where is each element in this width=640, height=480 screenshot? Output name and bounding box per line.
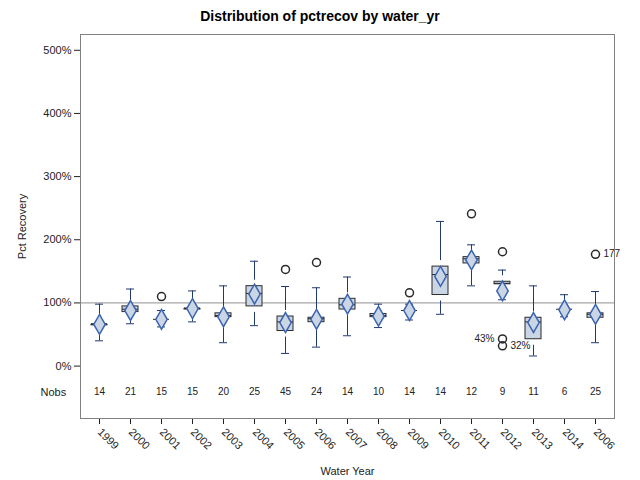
svg-text:11: 11	[528, 386, 539, 397]
svg-text:1999: 1999	[96, 426, 122, 452]
svg-text:21: 21	[125, 386, 137, 397]
svg-text:24: 24	[311, 386, 323, 397]
svg-text:2014: 2014	[561, 426, 587, 452]
svg-text:2009: 2009	[406, 426, 432, 452]
svg-text:177: 177	[604, 248, 621, 259]
svg-text:Water Year: Water Year	[320, 465, 374, 477]
svg-text:2006: 2006	[313, 426, 339, 452]
svg-text:2013: 2013	[530, 426, 556, 452]
svg-text:300%: 300%	[43, 170, 71, 182]
svg-text:2012: 2012	[499, 426, 525, 452]
svg-text:2005: 2005	[282, 426, 308, 452]
svg-text:15: 15	[187, 386, 199, 397]
svg-text:9: 9	[500, 386, 506, 397]
svg-text:45: 45	[280, 386, 292, 397]
svg-text:2004: 2004	[251, 426, 277, 452]
svg-text:6: 6	[562, 386, 568, 397]
svg-text:2003: 2003	[220, 426, 246, 452]
svg-text:500%: 500%	[43, 44, 71, 56]
svg-text:2000: 2000	[127, 426, 153, 452]
svg-text:14: 14	[435, 386, 447, 397]
svg-text:Nobs: Nobs	[41, 386, 67, 398]
svg-text:400%: 400%	[43, 107, 71, 119]
svg-text:2006: 2006	[592, 426, 618, 452]
svg-text:43%: 43%	[474, 333, 494, 344]
svg-text:2011: 2011	[468, 426, 493, 451]
svg-text:2001: 2001	[158, 426, 184, 452]
svg-text:2002: 2002	[189, 426, 215, 452]
svg-text:10: 10	[373, 386, 385, 397]
svg-text:25: 25	[590, 386, 602, 397]
svg-text:15: 15	[156, 386, 168, 397]
svg-text:14: 14	[342, 386, 354, 397]
svg-text:2007: 2007	[344, 426, 370, 452]
html-text:Distribution of pctrecov by wa: Distribution of pctrecov by water_yr	[200, 8, 440, 24]
svg-text:Pct Recovery: Pct Recovery	[16, 193, 28, 259]
svg-text:25: 25	[249, 386, 261, 397]
svg-text:14: 14	[404, 386, 416, 397]
svg-text:20: 20	[218, 386, 230, 397]
svg-text:14: 14	[94, 386, 106, 397]
svg-text:200%: 200%	[43, 233, 71, 245]
svg-text:12: 12	[466, 386, 478, 397]
svg-text:0%: 0%	[56, 360, 72, 372]
svg-text:2008: 2008	[375, 426, 401, 452]
svg-text:32%: 32%	[511, 340, 531, 351]
svg-text:2010: 2010	[437, 426, 463, 452]
svg-text:100%: 100%	[43, 296, 71, 308]
